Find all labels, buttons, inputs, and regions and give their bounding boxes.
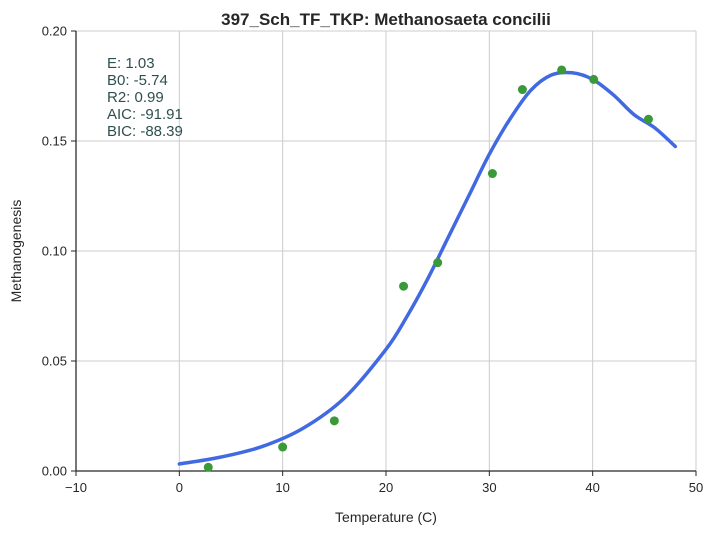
data-point <box>399 281 409 291</box>
x-ticks: −10 0 10 20 30 40 50 <box>65 471 703 495</box>
x-tick-label: 0 <box>176 480 183 495</box>
y-tick-label: 0.10 <box>42 244 67 259</box>
y-ticks: 0.00 0.05 0.10 0.15 0.20 <box>42 24 76 479</box>
series-layer <box>177 65 678 472</box>
stats-line: BIC: -88.39 <box>107 123 183 140</box>
x-tick-label: 40 <box>585 480 599 495</box>
data-point <box>557 65 567 75</box>
data-point <box>487 169 497 179</box>
x-tick-label: −10 <box>65 480 87 495</box>
x-axis-label: Temperature (C) <box>335 509 437 525</box>
y-tick-label: 0.05 <box>42 354 67 369</box>
stats-line: B0: -5.74 <box>107 72 168 89</box>
x-tick-label: 50 <box>689 480 703 495</box>
data-point <box>278 442 288 452</box>
chart-title: 397_Sch_TF_TKP: Methanosaeta concilii <box>221 10 551 29</box>
y-tick-label: 0.00 <box>42 464 67 479</box>
data-point <box>433 258 443 268</box>
stats-line: R2: 0.99 <box>107 89 164 106</box>
x-tick-label: 10 <box>275 480 289 495</box>
x-tick-label: 30 <box>482 480 496 495</box>
y-tick-label: 0.15 <box>42 134 67 149</box>
y-tick-label: 0.20 <box>42 24 67 39</box>
data-point <box>589 74 599 84</box>
fit-curve <box>177 70 678 466</box>
grid <box>76 30 697 471</box>
stats-line: AIC: -91.91 <box>107 106 183 123</box>
y-axis-label: Methanogenesis <box>8 200 24 303</box>
stats-line: E: 1.03 <box>107 55 155 72</box>
data-point <box>517 85 527 95</box>
x-tick-label: 20 <box>379 480 393 495</box>
data-point <box>203 462 213 472</box>
data-point <box>643 114 653 124</box>
data-point <box>329 416 339 426</box>
